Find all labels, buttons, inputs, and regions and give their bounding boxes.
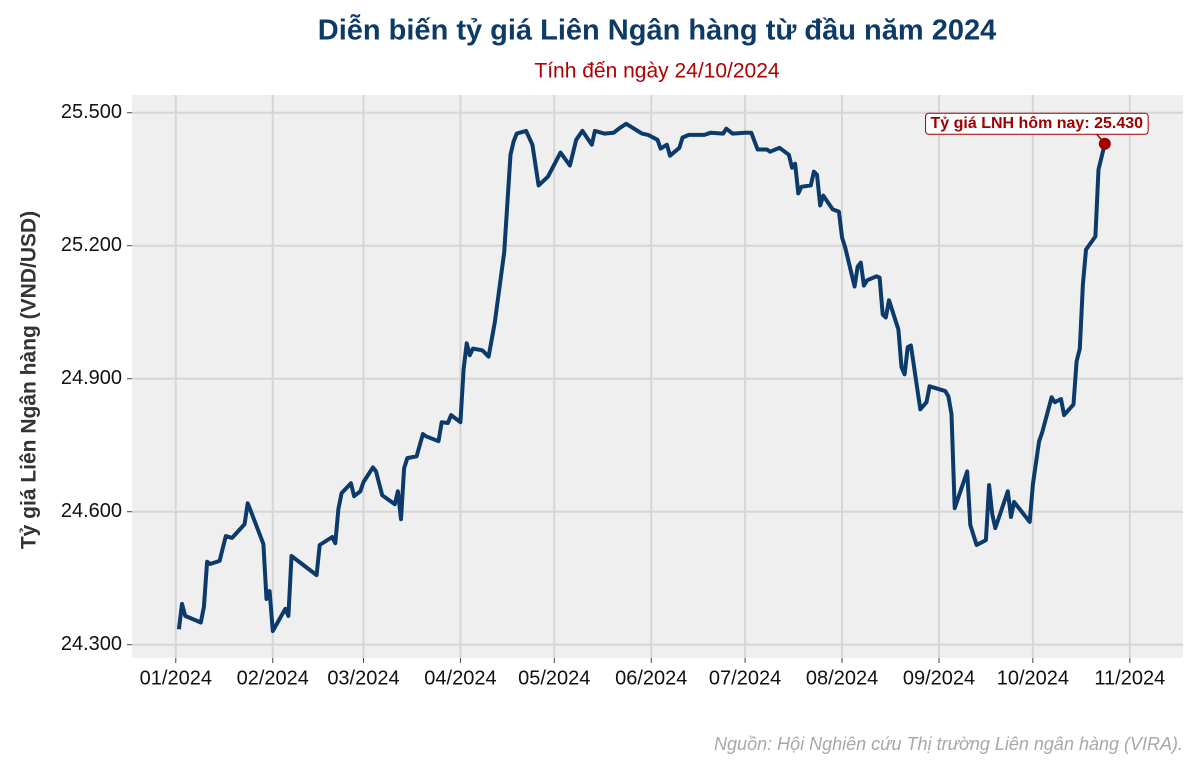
x-tick-label: 04/2024 [424, 667, 496, 689]
y-tick-label: 24.600 [61, 500, 122, 522]
x-tick-label: 05/2024 [518, 667, 590, 689]
x-tick-label: 07/2024 [709, 667, 781, 689]
plot-panel [132, 95, 1183, 658]
y-tick-label: 24.900 [61, 367, 122, 389]
y-tick-label: 25.200 [61, 234, 122, 256]
x-tick-label: 10/2024 [997, 667, 1069, 689]
y-axis-label: Tỷ giá Liên Ngân hàng (VND/USD) [18, 211, 41, 549]
x-tick-label: 03/2024 [327, 667, 399, 689]
x-tick-label: 02/2024 [237, 667, 309, 689]
annotation-label: Tỷ giá LNH hôm nay: 25.430 [931, 115, 1144, 132]
x-tick-label: 09/2024 [903, 667, 975, 689]
chart-subtitle: Tính đến ngày 24/10/2024 [534, 60, 780, 83]
chart-title: Diễn biến tỷ giá Liên Ngân hàng từ đầu n… [318, 13, 996, 47]
x-tick-label: 01/2024 [140, 667, 212, 689]
last-point [1098, 137, 1111, 150]
x-tick-label: 06/2024 [615, 667, 687, 689]
x-tick-label: 08/2024 [806, 667, 878, 689]
y-tick-label: 25.500 [61, 101, 122, 123]
y-tick-label: 24.300 [61, 633, 122, 655]
line-series [176, 121, 1107, 633]
annotation-box [925, 112, 1149, 135]
x-tick-label: 11/2024 [1094, 667, 1165, 689]
source-note: Nguồn: Hội Nghiên cứu Thị trường Liên ng… [714, 734, 1183, 754]
